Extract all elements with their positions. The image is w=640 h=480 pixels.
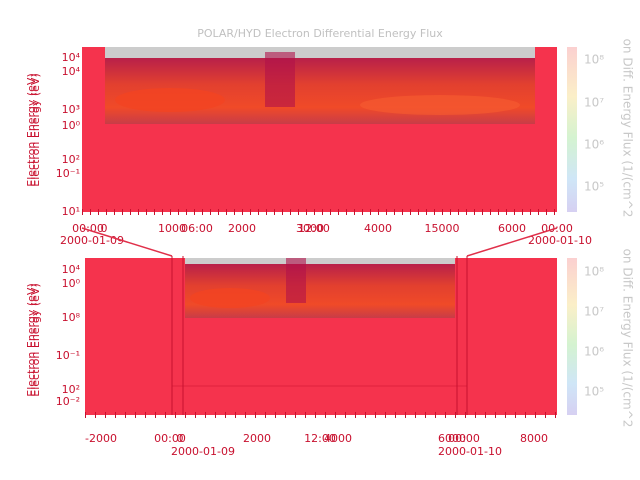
zoom-connector <box>466 227 558 257</box>
y-tick-label: 10⁰ <box>62 119 81 132</box>
x-tick-label: 12:00 <box>304 432 336 445</box>
x-tick-label: 2000 <box>228 222 256 235</box>
x-tick-label: 3000 <box>296 222 324 235</box>
spectrogram-feature <box>190 288 270 308</box>
colorbar-tick-label: 10⁵ <box>584 385 604 399</box>
colorbar-label: on Diff. Energy Flux (1/(cm^2 <box>621 39 635 218</box>
x-tick-label: 4000 <box>364 222 392 235</box>
y-axis-label: Electron Energy (eV) <box>25 283 38 397</box>
y-tick-label: 10⁻² <box>56 395 80 408</box>
y-tick-label: 10¹ <box>62 205 80 218</box>
colorbar-tick-label: 10⁵ <box>584 180 604 194</box>
date-label: 2000-01-09 <box>60 234 124 247</box>
x-tick-label: 8000 <box>520 432 548 445</box>
y-tick-label: 10³ <box>62 103 80 116</box>
x-tick-label: 06:00 <box>181 222 213 235</box>
colorbar <box>567 258 577 415</box>
spectrogram-feature <box>360 95 520 115</box>
x-tick-label: -2000 <box>85 432 117 445</box>
y-axis-label: Electron Energy (eV) <box>25 73 38 187</box>
colorbar <box>567 47 577 212</box>
spectrogram-feature <box>265 52 295 107</box>
date-label: 2000-01-09 <box>171 445 235 458</box>
x-tick-label: 2000 <box>243 432 271 445</box>
y-tick-label: 10² <box>62 153 80 166</box>
y-tick-label: 10⁻¹ <box>56 349 80 362</box>
x-tick-label: 4000 <box>324 432 352 445</box>
colorbar-tick-label: 10⁶ <box>584 138 604 152</box>
colorbar-tick-label: 10⁶ <box>584 345 604 359</box>
x-tick-label: 6000 <box>438 432 466 445</box>
y-tick-label: 10⁸ <box>62 311 81 324</box>
y-axis-label: Electron Energy (eV) <box>29 283 42 397</box>
spectrogram-feature <box>286 258 306 303</box>
y-tick-label: 10⁻¹ <box>56 167 80 180</box>
y-tick-label: 10⁴ <box>62 263 81 276</box>
x-tick-label: 6000 <box>498 222 526 235</box>
date-label: 2000-01-10 <box>438 445 502 458</box>
zoom-connector <box>81 227 173 257</box>
x-tick-label: 15000 <box>425 222 460 235</box>
y-tick-label: 10⁰ <box>62 277 81 290</box>
x-tick-label: 1000 <box>158 222 186 235</box>
x-tick-label: 00:00 <box>154 432 186 445</box>
colorbar-label: on Diff. Energy Flux (1/(cm^2 <box>621 249 635 428</box>
x-tick-label: 0 <box>177 432 184 445</box>
colorbar-tick-label: 10⁷ <box>584 305 604 319</box>
y-axis-label: Electron Energy (eV) <box>29 73 42 187</box>
x-tick-label: 0 <box>101 222 108 235</box>
date-label: 2000-01-10 <box>528 234 592 247</box>
x-tick-label: 00:00 <box>448 432 480 445</box>
colorbar-tick-label: 10⁷ <box>584 96 604 110</box>
y-tick-label: 10⁴ <box>62 51 81 64</box>
y-tick-label: 10² <box>62 383 80 396</box>
y-tick-label: 10⁴ <box>62 65 81 78</box>
spectrogram-feature <box>115 88 225 112</box>
x-tick-label: 12:00 <box>298 222 330 235</box>
title: POLAR/HYD Electron Differential Energy F… <box>197 27 443 40</box>
colorbar-tick-label: 10⁸ <box>584 265 604 279</box>
colorbar-tick-label: 10⁸ <box>584 53 604 67</box>
